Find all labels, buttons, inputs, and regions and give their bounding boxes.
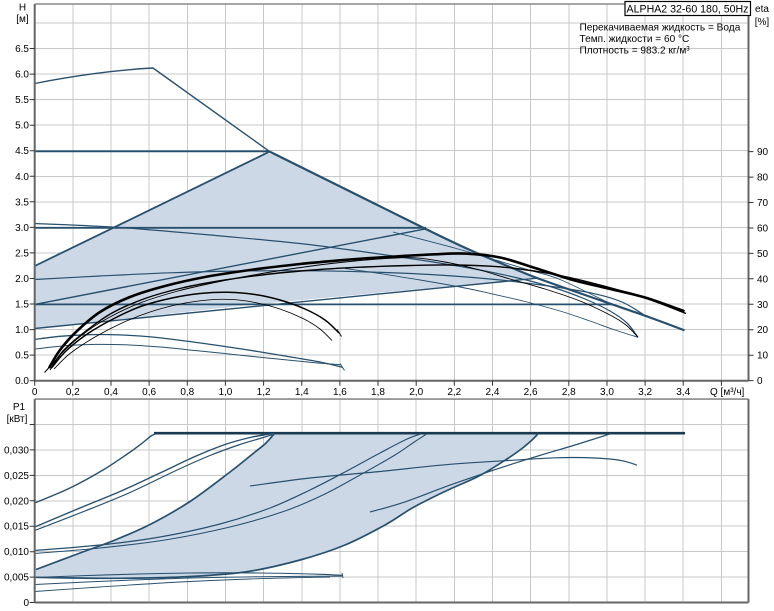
svg-text:20: 20 (757, 325, 769, 336)
svg-text:[кВт]: [кВт] (7, 414, 28, 425)
svg-text:1.5: 1.5 (15, 300, 29, 311)
svg-text:1,4: 1,4 (295, 387, 309, 398)
svg-text:Плотность = 983.2 кг/м³: Плотность = 983.2 кг/м³ (580, 45, 691, 56)
svg-text:4.5: 4.5 (15, 146, 29, 157)
svg-text:H: H (19, 3, 26, 14)
svg-text:0: 0 (757, 376, 763, 387)
svg-text:eta: eta (755, 4, 769, 15)
svg-text:0.5: 0.5 (15, 351, 29, 362)
svg-text:3.5: 3.5 (15, 197, 29, 208)
svg-text:0,6: 0,6 (142, 387, 156, 398)
svg-text:0: 0 (23, 598, 29, 609)
svg-text:90: 90 (757, 147, 769, 158)
svg-text:2,0: 2,0 (409, 387, 423, 398)
svg-text:3,4: 3,4 (676, 387, 690, 398)
svg-text:0,005: 0,005 (4, 573, 29, 584)
svg-text:4.0: 4.0 (15, 172, 29, 183)
svg-text:70: 70 (757, 198, 769, 209)
svg-text:6.5: 6.5 (15, 44, 29, 55)
svg-text:2,4: 2,4 (486, 387, 500, 398)
svg-text:0,4: 0,4 (104, 387, 118, 398)
svg-text:60: 60 (757, 224, 769, 235)
svg-text:30: 30 (757, 300, 769, 311)
svg-text:0.0: 0.0 (15, 376, 29, 387)
svg-text:10: 10 (757, 351, 769, 362)
svg-text:5.5: 5.5 (15, 95, 29, 106)
svg-text:80: 80 (757, 173, 769, 184)
svg-text:0,030: 0,030 (4, 445, 29, 456)
svg-text:1,0: 1,0 (218, 387, 232, 398)
svg-text:2.0: 2.0 (15, 274, 29, 285)
svg-text:P1: P1 (13, 402, 26, 413)
svg-text:3,0: 3,0 (600, 387, 614, 398)
svg-text:0,015: 0,015 (4, 522, 29, 533)
svg-text:Перекачиваемая жидкость = Вода: Перекачиваемая жидкость = Вода (580, 22, 741, 33)
svg-text:3,2: 3,2 (638, 387, 652, 398)
svg-text:ALPHA2 32-60 180, 50Hz: ALPHA2 32-60 180, 50Hz (627, 3, 749, 15)
svg-text:2,6: 2,6 (524, 387, 538, 398)
svg-text:1,6: 1,6 (333, 387, 347, 398)
svg-text:3.0: 3.0 (15, 223, 29, 234)
svg-text:50: 50 (757, 249, 769, 260)
svg-text:2,8: 2,8 (562, 387, 576, 398)
svg-text:1,2: 1,2 (257, 387, 271, 398)
svg-text:0,025: 0,025 (4, 471, 29, 482)
svg-text:0,2: 0,2 (66, 387, 80, 398)
svg-text:0,010: 0,010 (4, 547, 29, 558)
svg-text:Темп. жидкости = 60 °C: Темп. жидкости = 60 °C (580, 34, 690, 45)
svg-text:1.0: 1.0 (15, 325, 29, 336)
svg-text:0,8: 0,8 (180, 387, 194, 398)
svg-text:Q [м³/ч]: Q [м³/ч] (710, 387, 745, 398)
svg-text:1,8: 1,8 (371, 387, 385, 398)
svg-text:[%]: [%] (755, 17, 770, 28)
svg-text:6.0: 6.0 (15, 70, 29, 81)
svg-text:[м]: [м] (16, 14, 29, 25)
svg-text:5.0: 5.0 (15, 121, 29, 132)
svg-text:40: 40 (757, 274, 769, 285)
svg-text:2.5: 2.5 (15, 248, 29, 259)
svg-text:0,020: 0,020 (4, 496, 29, 507)
svg-text:2,2: 2,2 (447, 387, 461, 398)
svg-text:0: 0 (32, 387, 38, 398)
